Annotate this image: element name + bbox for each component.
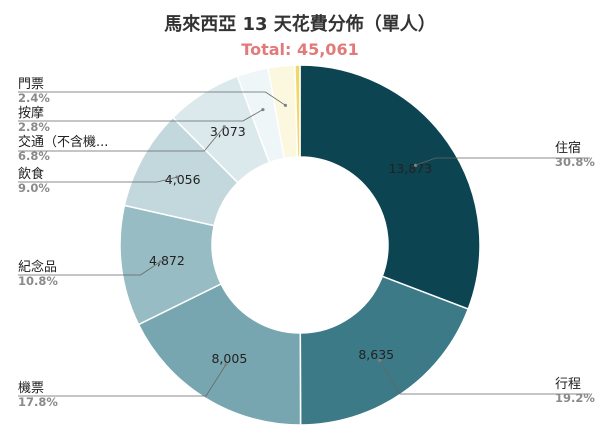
chart-title: 馬來西亞 13 天花費分佈（單人）: [164, 14, 436, 35]
slice-2: [137, 282, 302, 426]
leader-line-3: [18, 261, 161, 276]
slice-percent-label-3: 10.8%: [18, 274, 58, 288]
slice-percent-label-4: 9.0%: [18, 181, 50, 195]
slice-percent-label-6: 2.8%: [18, 120, 50, 134]
slice-8: [294, 64, 301, 158]
leader-line-4: [18, 176, 178, 183]
slice-value-label-4: 4,056: [165, 172, 201, 187]
slice-name-label-2: 機票: [18, 381, 44, 396]
slice-percent-label-7: 2.4%: [18, 91, 50, 105]
slice-value-label-3: 4,872: [149, 253, 185, 268]
slice-value-label-1: 8,635: [358, 347, 394, 362]
slice-name-label-4: 飲食: [18, 166, 44, 182]
leader-line-0: [415, 157, 590, 166]
slice-percent-label-5: 6.8%: [18, 149, 50, 163]
slice-name-label-6: 按摩: [18, 105, 44, 121]
slice-name-label-1: 行程: [555, 377, 581, 392]
slice-name-label-0: 住宿: [555, 140, 581, 156]
slice-value-label-5: 3,073: [210, 124, 246, 139]
slice-name-label-3: 紀念品: [18, 259, 57, 275]
slice-name-label-5: 交通（不含機...: [18, 134, 108, 150]
slice-percent-label-2: 17.8%: [18, 395, 58, 409]
slice-percent-label-0: 30.8%: [555, 155, 595, 169]
chart-subtitle: Total: 45,061: [241, 40, 359, 59]
leader-line-7: [18, 91, 286, 106]
leader-line-1: [379, 360, 590, 395]
slice-name-label-7: 門票: [18, 77, 44, 92]
slice-0: [299, 64, 481, 310]
slice-value-label-2: 8,005: [211, 351, 247, 366]
leader-line-5: [18, 126, 225, 152]
leader-line-2: [18, 364, 227, 397]
leader-line-6: [18, 109, 264, 122]
slice-1: [299, 275, 470, 426]
slice-percent-label-1: 19.2%: [555, 391, 595, 405]
slice-value-label-0: 13,873: [388, 161, 432, 176]
